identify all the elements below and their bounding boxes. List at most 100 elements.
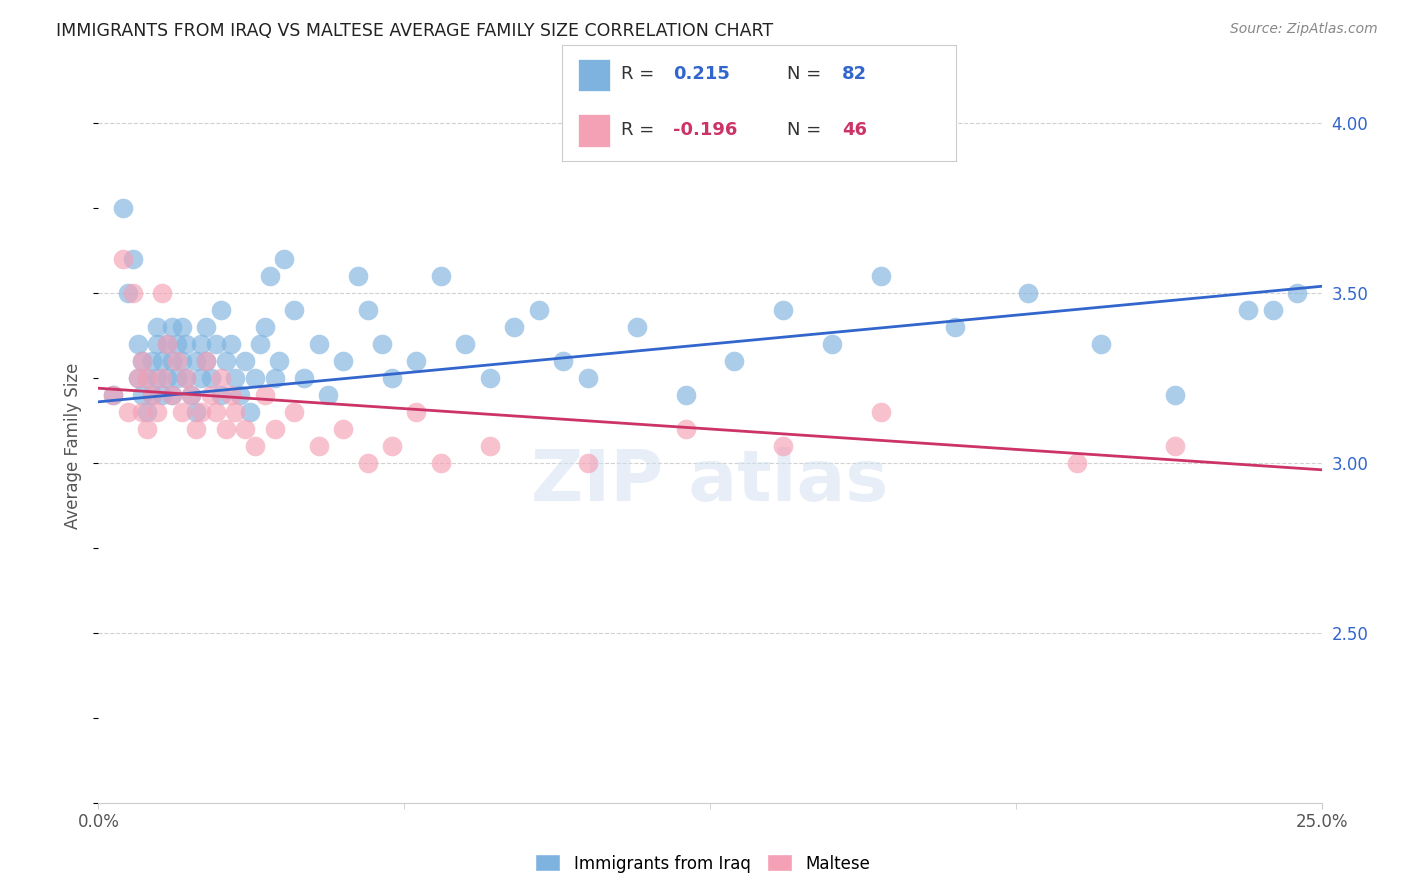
- Point: [214, 354, 236, 368]
- Point: [141, 388, 163, 402]
- Point: [205, 337, 228, 351]
- Point: [527, 303, 550, 318]
- Point: [101, 388, 124, 402]
- Point: [200, 388, 222, 402]
- Point: [371, 337, 394, 351]
- Point: [332, 354, 354, 368]
- Point: [146, 337, 169, 351]
- Point: [146, 371, 169, 385]
- Point: [283, 405, 305, 419]
- Point: [117, 286, 139, 301]
- Text: ZIP atlas: ZIP atlas: [531, 447, 889, 516]
- Point: [101, 388, 124, 402]
- Point: [553, 354, 575, 368]
- Point: [772, 439, 794, 453]
- Text: N =: N =: [787, 65, 827, 83]
- Point: [186, 422, 208, 436]
- Point: [381, 371, 404, 385]
- Point: [141, 388, 163, 402]
- Point: [233, 422, 256, 436]
- Point: [176, 337, 198, 351]
- Point: [170, 354, 193, 368]
- Point: [160, 388, 183, 402]
- Point: [1261, 303, 1284, 318]
- Point: [111, 252, 134, 266]
- Point: [150, 371, 173, 385]
- Point: [253, 388, 276, 402]
- Text: R =: R =: [621, 120, 661, 139]
- Point: [454, 337, 477, 351]
- Point: [190, 405, 212, 419]
- Text: R =: R =: [621, 65, 661, 83]
- Point: [356, 456, 378, 470]
- Point: [205, 405, 228, 419]
- Point: [166, 354, 188, 368]
- Point: [259, 269, 281, 284]
- Point: [190, 337, 212, 351]
- Bar: [578, 59, 610, 91]
- Point: [214, 422, 236, 436]
- Point: [136, 371, 159, 385]
- Point: [170, 320, 193, 334]
- Point: [503, 320, 526, 334]
- Point: [1286, 286, 1309, 301]
- Point: [170, 405, 193, 419]
- Point: [219, 388, 242, 402]
- Point: [166, 337, 188, 351]
- Point: [150, 354, 173, 368]
- Text: 82: 82: [842, 65, 868, 83]
- Point: [121, 286, 143, 301]
- Point: [146, 405, 169, 419]
- Point: [1017, 286, 1039, 301]
- Point: [405, 354, 427, 368]
- Point: [626, 320, 648, 334]
- Point: [263, 422, 285, 436]
- Point: [150, 286, 173, 301]
- Point: [190, 371, 212, 385]
- Text: Source: ZipAtlas.com: Source: ZipAtlas.com: [1230, 22, 1378, 37]
- Point: [150, 388, 173, 402]
- Point: [186, 405, 208, 419]
- Point: [176, 371, 198, 385]
- Point: [943, 320, 966, 334]
- Point: [209, 303, 232, 318]
- Point: [243, 439, 266, 453]
- Point: [127, 371, 149, 385]
- Point: [308, 439, 330, 453]
- Point: [127, 337, 149, 351]
- Point: [723, 354, 745, 368]
- Point: [131, 388, 153, 402]
- Point: [127, 371, 149, 385]
- Point: [478, 371, 501, 385]
- Point: [176, 371, 198, 385]
- Point: [180, 388, 202, 402]
- Point: [224, 405, 246, 419]
- Text: IMMIGRANTS FROM IRAQ VS MALTESE AVERAGE FAMILY SIZE CORRELATION CHART: IMMIGRANTS FROM IRAQ VS MALTESE AVERAGE …: [56, 22, 773, 40]
- Point: [136, 405, 159, 419]
- Point: [675, 422, 697, 436]
- Point: [332, 422, 354, 436]
- Point: [308, 337, 330, 351]
- Y-axis label: Average Family Size: Average Family Size: [65, 363, 83, 529]
- Point: [381, 439, 404, 453]
- Point: [430, 456, 453, 470]
- Point: [821, 337, 844, 351]
- Point: [1066, 456, 1088, 470]
- Text: 0.215: 0.215: [672, 65, 730, 83]
- Point: [283, 303, 305, 318]
- Point: [209, 388, 232, 402]
- Point: [186, 354, 208, 368]
- Point: [1090, 337, 1112, 351]
- Point: [209, 371, 232, 385]
- Point: [576, 371, 599, 385]
- Point: [131, 354, 153, 368]
- Point: [430, 269, 453, 284]
- Point: [160, 388, 183, 402]
- Point: [870, 405, 893, 419]
- Point: [195, 354, 218, 368]
- Point: [405, 405, 427, 419]
- Point: [263, 371, 285, 385]
- Point: [156, 337, 179, 351]
- Point: [318, 388, 340, 402]
- Point: [356, 303, 378, 318]
